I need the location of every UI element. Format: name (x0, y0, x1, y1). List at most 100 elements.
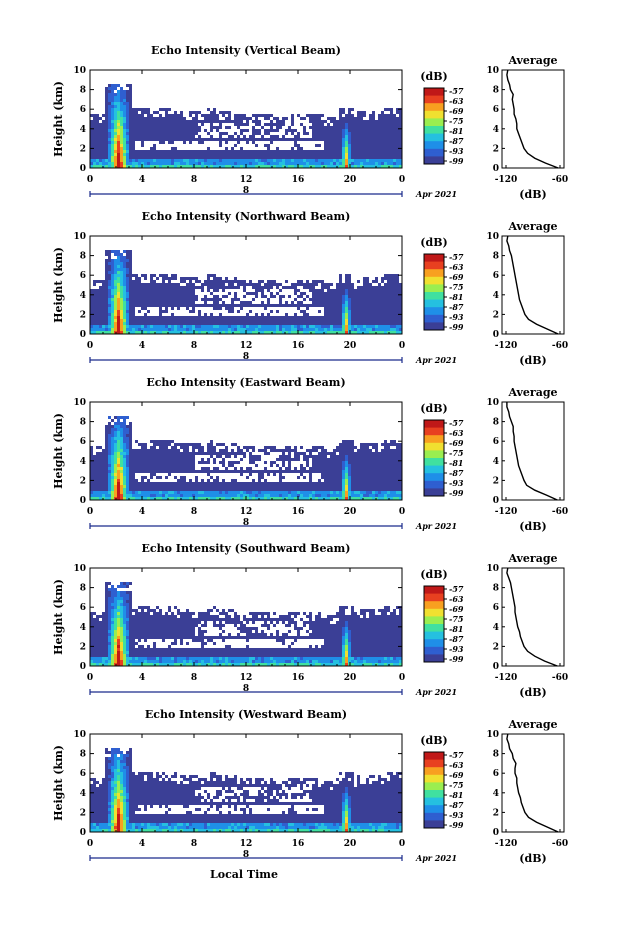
heatmap-cell (321, 286, 324, 289)
heatmap-cell (231, 159, 234, 162)
heatmap-cell (198, 319, 201, 322)
heatmap-cell (300, 301, 303, 304)
heatmap-cell (303, 476, 306, 479)
heatmap-cell (144, 322, 147, 325)
heatmap-cell (147, 458, 150, 461)
heatmap-cell (372, 135, 375, 138)
heatmap-cell (153, 458, 156, 461)
heatmap-cell (321, 301, 324, 304)
day-label: 8 (243, 186, 249, 196)
heatmap-cell (105, 286, 108, 289)
heatmap-cell (108, 253, 111, 256)
heatmap-cell (135, 274, 138, 277)
heatmap-cell (108, 428, 111, 431)
heatmap-cell (327, 458, 330, 461)
heatmap-cell (168, 461, 171, 464)
heatmap-cell (156, 138, 159, 141)
heatmap-cell (174, 461, 177, 464)
heatmap-cell (360, 126, 363, 129)
heatmap-cell (213, 470, 216, 473)
heatmap-cell (333, 129, 336, 132)
heatmap-cell (168, 135, 171, 138)
heatmap-cell (342, 286, 345, 289)
heatmap-cell (111, 153, 114, 156)
heatmap-cell (213, 108, 216, 111)
heatmap-cell (147, 328, 150, 331)
heatmap-cell (261, 165, 264, 168)
heatmap-cell (114, 310, 117, 313)
heatmap-cell (300, 295, 303, 298)
heatmap-cell (207, 494, 210, 497)
heatmap-cell (132, 135, 135, 138)
heatmap-cell (105, 90, 108, 93)
heatmap-cell (318, 144, 321, 147)
heatmap-cell (138, 117, 141, 120)
heatmap-cell (324, 141, 327, 144)
heatmap-cell (180, 162, 183, 165)
heatmap-cell (129, 147, 132, 150)
heatmap-cell (234, 162, 237, 165)
heatmap-cell (108, 476, 111, 479)
heatmap-cell (171, 452, 174, 455)
heatmap-cell (138, 120, 141, 123)
heatmap-cell (267, 280, 270, 283)
heatmap-cell (273, 488, 276, 491)
heatmap-cell (222, 286, 225, 289)
heatmap-cell (234, 298, 237, 301)
heatmap-cell (318, 123, 321, 126)
heatmap-cell (189, 120, 192, 123)
heatmap-cell (105, 123, 108, 126)
colorbar-segment (424, 97, 444, 100)
heatmap-cell (228, 120, 231, 123)
heatmap-cell (201, 114, 204, 117)
heatmap-cell (177, 467, 180, 470)
heatmap-cell (186, 150, 189, 153)
heatmap-cell (270, 283, 273, 286)
heatmap-cell (354, 295, 357, 298)
heatmap-cell (195, 153, 198, 156)
heatmap-cell (312, 497, 315, 500)
heatmap-cell (111, 259, 114, 262)
y-tick-label: 6 (80, 271, 86, 281)
heatmap-cell (339, 494, 342, 497)
heatmap-cell (387, 117, 390, 120)
heatmap-cell (219, 322, 222, 325)
heatmap-cell (144, 491, 147, 494)
heatmap-cell (162, 159, 165, 162)
heatmap-cell (225, 153, 228, 156)
heatmap-cell (171, 440, 174, 443)
heatmap-cell (201, 304, 204, 307)
heatmap-cell (90, 129, 93, 132)
heatmap-cell (246, 153, 249, 156)
heatmap-cell (126, 102, 129, 105)
heatmap-cell (345, 286, 348, 289)
heatmap-cell (297, 301, 300, 304)
heatmap-cell (276, 126, 279, 129)
chart-title: Echo Intensity (Northward Beam) (142, 210, 351, 223)
heatmap-cell (384, 117, 387, 120)
heatmap-cell (120, 147, 123, 150)
heatmap-cell (303, 150, 306, 153)
heatmap-cell (384, 120, 387, 123)
heatmap-cell (105, 102, 108, 105)
heatmap-cell (378, 147, 381, 150)
heatmap-cell (177, 129, 180, 132)
heatmap-cell (132, 114, 135, 117)
colorbar-tick-label: -93 (449, 312, 464, 322)
heatmap-cell (348, 111, 351, 114)
heatmap-cell (303, 310, 306, 313)
heatmap-cell (198, 111, 201, 114)
heatmap-cell (123, 464, 126, 467)
heatmap-cell (339, 129, 342, 132)
heatmap-cell (165, 111, 168, 114)
heatmap-cell (231, 283, 234, 286)
heatmap-cell (297, 150, 300, 153)
colorbar-segment (424, 316, 444, 320)
heatmap-cell (177, 464, 180, 467)
heatmap-cell (360, 111, 363, 114)
heatmap-cell (336, 316, 339, 319)
heatmap-cell (318, 494, 321, 497)
heatmap-cell (312, 138, 315, 141)
heatmap-cell (375, 132, 378, 135)
heatmap-cell (150, 446, 153, 449)
